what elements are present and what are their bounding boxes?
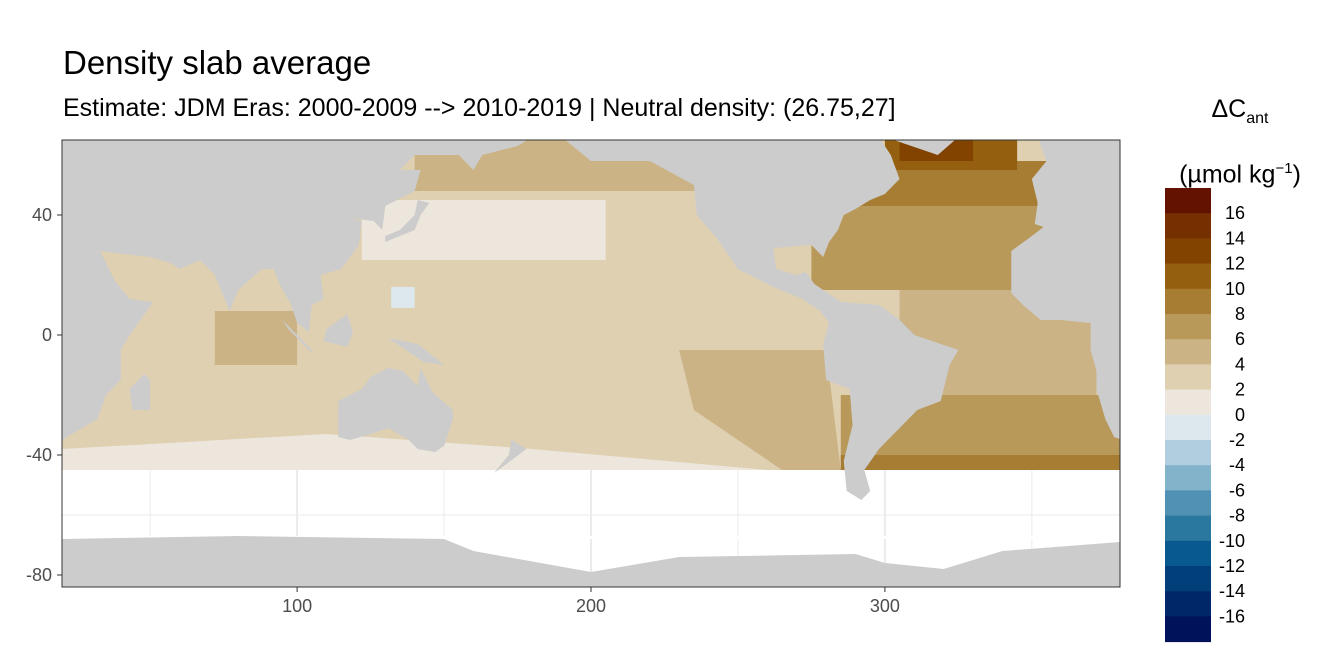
legend-unit-sup: −1 [1275, 160, 1293, 177]
ocean-field [214, 311, 298, 365]
land-australia [338, 368, 453, 452]
legend-label: -10 [1219, 531, 1245, 551]
land-eurasia-africa [62, 140, 528, 440]
legend-label: -16 [1219, 606, 1245, 626]
y-tick-label: -80 [26, 565, 52, 585]
legend-swatch [1165, 591, 1211, 617]
y-tick-label: 40 [32, 205, 52, 225]
land-new-guinea [388, 338, 445, 365]
legend-swatch [1165, 515, 1211, 542]
ocean-field [62, 434, 768, 470]
land-greenland [893, 140, 955, 155]
legend-swatch [1165, 616, 1211, 643]
legend-swatch [1165, 414, 1211, 441]
legend-label: -4 [1229, 455, 1245, 475]
ocean-field [811, 200, 1047, 290]
legend-label: -14 [1219, 581, 1245, 601]
legend-title-main: ΔC [1211, 95, 1247, 123]
legend-swatch [1165, 263, 1211, 290]
legend-swatch [1165, 339, 1211, 365]
ocean-field [361, 200, 606, 260]
x-tick-label: 200 [576, 596, 606, 616]
legend-swatch [1165, 465, 1211, 491]
chart-subtitle: Estimate: JDM Eras: 2000-2009 --> 2010-2… [63, 94, 896, 122]
legend-label: 8 [1235, 304, 1245, 324]
legend-label: 16 [1225, 203, 1245, 223]
legend-swatch [1165, 389, 1211, 416]
legend-unit-suffix: ) [1292, 160, 1301, 189]
legend-title: ΔCant (µmol kg−1) [1150, 84, 1330, 199]
x-tick-label: 100 [282, 596, 312, 616]
legend-swatch [1165, 314, 1211, 340]
y-tick-label: 0 [42, 325, 52, 345]
legend-swatch [1165, 364, 1211, 391]
legend-swatch [1165, 440, 1211, 466]
land-americas [565, 140, 959, 500]
legend-label: -8 [1229, 506, 1245, 526]
legend-label: 0 [1235, 405, 1245, 425]
chart-title: Density slab average [63, 44, 372, 81]
land-europe-africa [1011, 140, 1120, 440]
legend-label: 2 [1235, 380, 1245, 400]
y-tick-label: -40 [26, 445, 52, 465]
legend-label: 6 [1235, 329, 1245, 349]
legend-label: -12 [1219, 556, 1245, 576]
legend-swatch [1165, 566, 1211, 592]
x-tick-label: 300 [870, 596, 900, 616]
legend-label: 10 [1225, 279, 1245, 299]
legend-swatch [1165, 188, 1211, 214]
legend-swatch [1165, 540, 1211, 567]
land-madagascar [129, 374, 151, 410]
land-sumatra [282, 320, 315, 353]
legend-unit-prefix: (µmol kg [1179, 160, 1276, 189]
legend-label: 4 [1235, 354, 1245, 374]
legend-swatch [1165, 238, 1211, 265]
land-borneo [323, 314, 353, 347]
land-new-zealand [494, 440, 527, 473]
legend-label: -6 [1229, 480, 1245, 500]
plot-area [62, 140, 1120, 587]
legend-swatch [1165, 490, 1211, 517]
legend-swatch [1165, 213, 1211, 239]
legend-label: 12 [1225, 254, 1245, 274]
ocean-field [855, 161, 1047, 206]
land-antarctica [62, 536, 1120, 587]
legend-title-sub: ant [1246, 110, 1269, 127]
legend-label: -2 [1229, 430, 1245, 450]
legend-swatch [1165, 288, 1211, 315]
land-japan [385, 200, 430, 242]
ocean-field [679, 350, 841, 470]
ocean-field [391, 287, 415, 308]
legend-label: 14 [1225, 228, 1245, 248]
